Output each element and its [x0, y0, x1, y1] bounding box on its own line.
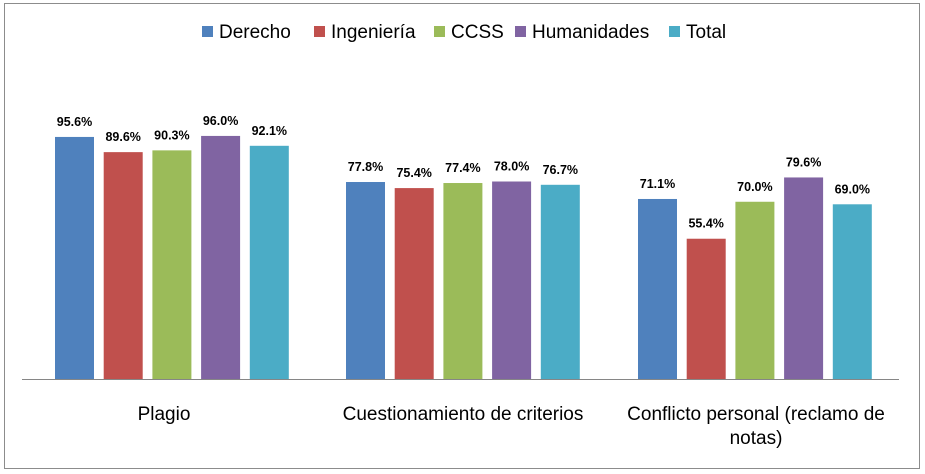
bar-derecho-3: [638, 198, 677, 379]
data-label-total-2: 76.7%: [543, 163, 578, 177]
legend: Derecho Ingeniería CCSS Humanidades Total: [202, 22, 726, 43]
legend-label: CCSS: [451, 22, 504, 43]
bar-humanidades-2: [492, 181, 532, 379]
data-label-ccss-2: 77.4%: [445, 161, 480, 175]
legend-swatch: [202, 26, 213, 37]
bar-total-2: [540, 184, 580, 379]
data-labels: 95.6% 77.8% 71.1% 89.6% 75.4% 55.4% 90.3% 77.4%…: [57, 114, 870, 231]
legend-label: Derecho: [219, 22, 291, 43]
bar-ccss-1: [152, 150, 192, 379]
bar-derecho-2: [346, 182, 385, 379]
data-label-humanidades-2: 78.0%: [494, 160, 529, 174]
data-label-ccss-1: 90.3%: [154, 128, 189, 142]
legend-label: Humanidades: [532, 22, 649, 43]
data-label-humanidades-3: 79.6%: [786, 155, 821, 169]
legend-item-ingenieria: Ingeniería: [314, 22, 416, 43]
legend-swatch: [515, 26, 526, 37]
category-label-1: Plagio: [138, 404, 191, 425]
category-label-3: Conflicto personal (reclamo de notas): [627, 404, 885, 449]
category-labels: Plagio Cuestionamiento de criterios Confli…: [138, 404, 885, 449]
bar-ingenieria-3: [686, 238, 726, 379]
bar-ingenieria-2: [394, 188, 434, 379]
legend-item-humanidades: Humanidades: [515, 22, 649, 43]
bars: [55, 135, 872, 379]
legend-label: Total: [686, 22, 726, 43]
bar-ingenieria-1: [103, 152, 143, 379]
data-label-humanidades-1: 96.0%: [203, 114, 238, 128]
bar-ccss-3: [735, 201, 775, 379]
category-label-2: Cuestionamiento de criterios: [343, 404, 584, 425]
legend-swatch: [669, 26, 680, 37]
bar-ccss-2: [443, 183, 483, 379]
data-label-derecho-2: 77.8%: [348, 160, 383, 174]
data-label-ingenieria-1: 89.6%: [105, 130, 140, 144]
legend-item-derecho: Derecho: [202, 22, 291, 43]
data-label-derecho-3: 71.1%: [640, 177, 675, 191]
bar-humanidades-3: [784, 177, 824, 379]
data-label-ccss-3: 70.0%: [737, 180, 772, 194]
data-label-ingenieria-3: 55.4%: [688, 217, 723, 231]
legend-item-ccss: CCSS: [434, 22, 504, 43]
data-label-ingenieria-2: 75.4%: [396, 166, 431, 180]
bar-derecho-1: [55, 136, 94, 379]
bar-total-3: [832, 204, 872, 379]
bar-total-1: [249, 145, 289, 379]
legend-swatch: [314, 26, 325, 37]
data-label-total-1: 92.1%: [252, 124, 287, 138]
legend-swatch: [434, 26, 445, 37]
data-label-derecho-1: 95.6%: [57, 115, 92, 129]
legend-item-total: Total: [669, 22, 726, 43]
bar-humanidades-1: [201, 135, 241, 379]
legend-label: Ingeniería: [331, 22, 416, 43]
data-label-total-3: 69.0%: [835, 182, 870, 196]
